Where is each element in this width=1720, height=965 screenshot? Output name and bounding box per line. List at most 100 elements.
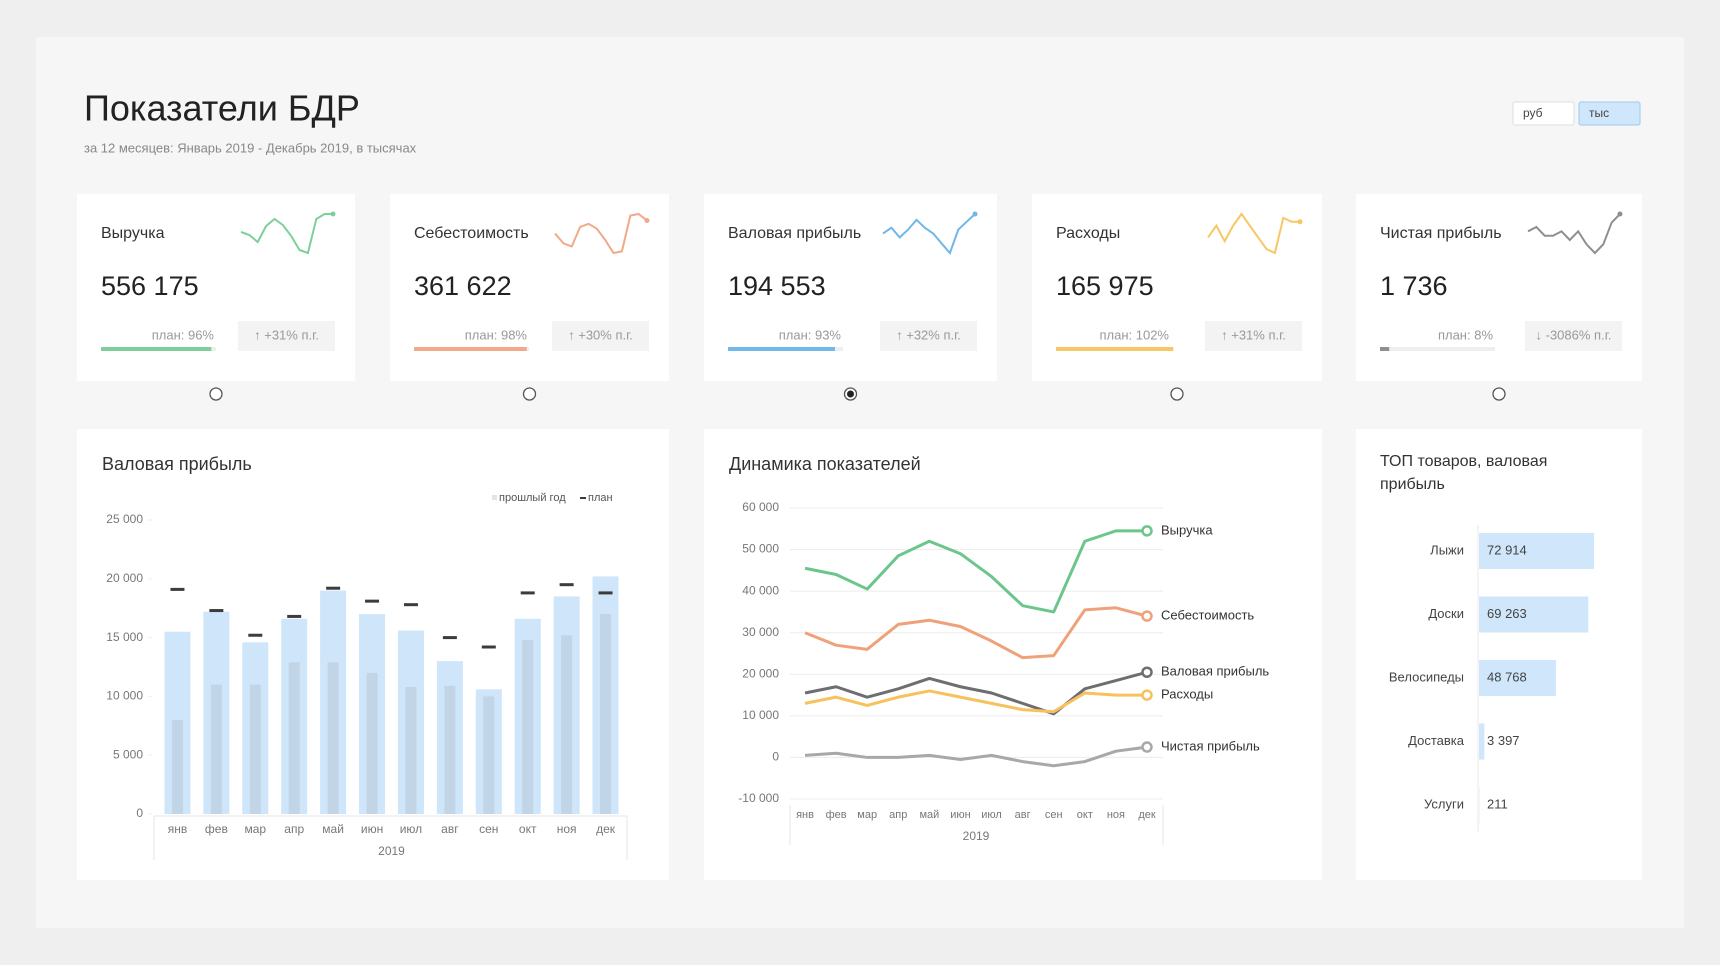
plan-mark	[170, 587, 185, 591]
bar	[1479, 533, 1594, 569]
x-tick-label: окт	[1077, 809, 1093, 821]
x-tick-label: янв	[168, 822, 188, 836]
unit-button[interactable]	[1578, 101, 1641, 126]
x-tick-label: дек	[596, 822, 616, 836]
y-tick-label: 50 000	[742, 542, 779, 556]
y-tick-label: 0	[136, 806, 143, 820]
category-label: Доски	[1428, 606, 1464, 621]
category-label: Доставка	[1408, 733, 1465, 748]
series-end	[1141, 525, 1153, 537]
x-axis-label: 2019	[378, 844, 405, 858]
plan-mark	[248, 633, 263, 637]
plan-mark	[209, 609, 224, 613]
series-line	[804, 745, 1148, 768]
value-label: 3 397	[1487, 733, 1520, 748]
change-label: ↑ +31% п.г.	[254, 327, 319, 342]
x-tick-label: авг	[1015, 809, 1031, 821]
category-label: Услуги	[1424, 796, 1464, 811]
chart-title: Валовая прибыль	[102, 454, 252, 474]
plan-mark	[520, 591, 535, 595]
x-tick-label: сен	[479, 822, 498, 836]
plan-mark	[598, 591, 613, 595]
x-tick-label: фев	[826, 809, 847, 821]
change-box	[1205, 321, 1302, 351]
value-label: 211	[1487, 796, 1508, 811]
kpi-value: 1 736	[1380, 271, 1448, 301]
bar	[1479, 660, 1556, 696]
unit-label[interactable]: руб	[1523, 106, 1543, 120]
series-end	[1141, 741, 1153, 753]
y-tick-label: 10 000	[106, 689, 143, 703]
x-tick-label: окт	[519, 822, 537, 836]
plan-mark	[326, 586, 341, 590]
unit-label[interactable]: тыс	[1589, 106, 1609, 120]
change-label: ↑ +32% п.г.	[896, 327, 961, 342]
kpi-title: Расходы	[1056, 225, 1120, 242]
plan-label: план: 98%	[465, 327, 528, 342]
change-box	[238, 321, 335, 351]
kpi-title: Себестоимость	[414, 225, 529, 242]
chart-title-text: ТОП товаров, валовая прибыль	[1380, 453, 1548, 493]
x-tick-label: май	[322, 822, 344, 836]
prev-year-bar	[483, 696, 495, 814]
plan-mark	[403, 603, 418, 607]
x-tick-label: апр	[889, 809, 907, 821]
change-label: ↑ +30% п.г.	[568, 327, 633, 342]
x-tick-label: апр	[284, 822, 304, 836]
y-tick-label: 40 000	[742, 583, 779, 597]
y-tick-label: 15 000	[106, 630, 143, 644]
card-radio-dot[interactable]	[847, 390, 854, 398]
chart-panel	[704, 429, 1322, 880]
series-end	[1141, 666, 1153, 678]
x-tick-label: мар	[244, 822, 266, 836]
y-tick-label: 20 000	[742, 666, 779, 680]
prev-year-bar	[561, 635, 573, 814]
series-line	[804, 670, 1148, 716]
sparkline	[554, 212, 648, 255]
x-tick-label: фев	[205, 822, 228, 836]
change-box	[1525, 321, 1622, 351]
x-tick-label: июн	[950, 809, 970, 821]
x-tick-label: янв	[796, 809, 814, 821]
plan-bar	[1380, 347, 1390, 351]
x-tick-label: ноя	[1107, 809, 1125, 821]
card-radio[interactable]	[209, 387, 223, 401]
prev-year-bar	[405, 686, 417, 814]
card-radio[interactable]	[1170, 387, 1184, 401]
unit-button[interactable]	[1512, 101, 1575, 126]
card-radio[interactable]	[1492, 387, 1506, 401]
plan-mark	[442, 636, 457, 640]
plan-label: план: 93%	[779, 327, 842, 342]
plan-mark	[287, 614, 302, 618]
legend-marker	[580, 497, 586, 499]
kpi-value: 361 622	[414, 271, 512, 301]
bar	[1479, 596, 1589, 633]
series-end	[1141, 689, 1153, 701]
sparkline-end	[330, 211, 336, 217]
x-tick-label: мар	[857, 809, 877, 821]
x-tick-label: дек	[1138, 809, 1156, 821]
y-tick-label: 25 000	[106, 512, 143, 526]
series-line	[804, 529, 1147, 614]
series-line	[804, 689, 1147, 714]
plan-mark	[559, 583, 574, 587]
plan-mark	[365, 599, 380, 603]
prev-year-bar	[522, 639, 534, 814]
prev-year-bar	[288, 662, 300, 814]
x-tick-label: сен	[1045, 809, 1063, 821]
card-radio[interactable]	[522, 387, 537, 401]
prev-year-bar	[444, 685, 456, 814]
prev-year-bar	[327, 662, 339, 814]
change-label: ↑ +31% п.г.	[1221, 327, 1286, 342]
legend-label: план	[588, 492, 613, 504]
kpi-title: Валовая прибыль	[728, 225, 861, 242]
category-label: Лыжи	[1430, 542, 1464, 557]
plan-bar	[101, 347, 212, 351]
series-label: Расходы	[1161, 687, 1213, 702]
plan-label: план: 8%	[1438, 327, 1493, 342]
prev-year-bar	[366, 672, 378, 814]
series-label: Валовая прибыль	[1161, 664, 1269, 679]
legend-label: прошлый год	[499, 492, 566, 504]
y-tick-label: 0	[772, 750, 779, 764]
plan-bar	[728, 347, 835, 351]
